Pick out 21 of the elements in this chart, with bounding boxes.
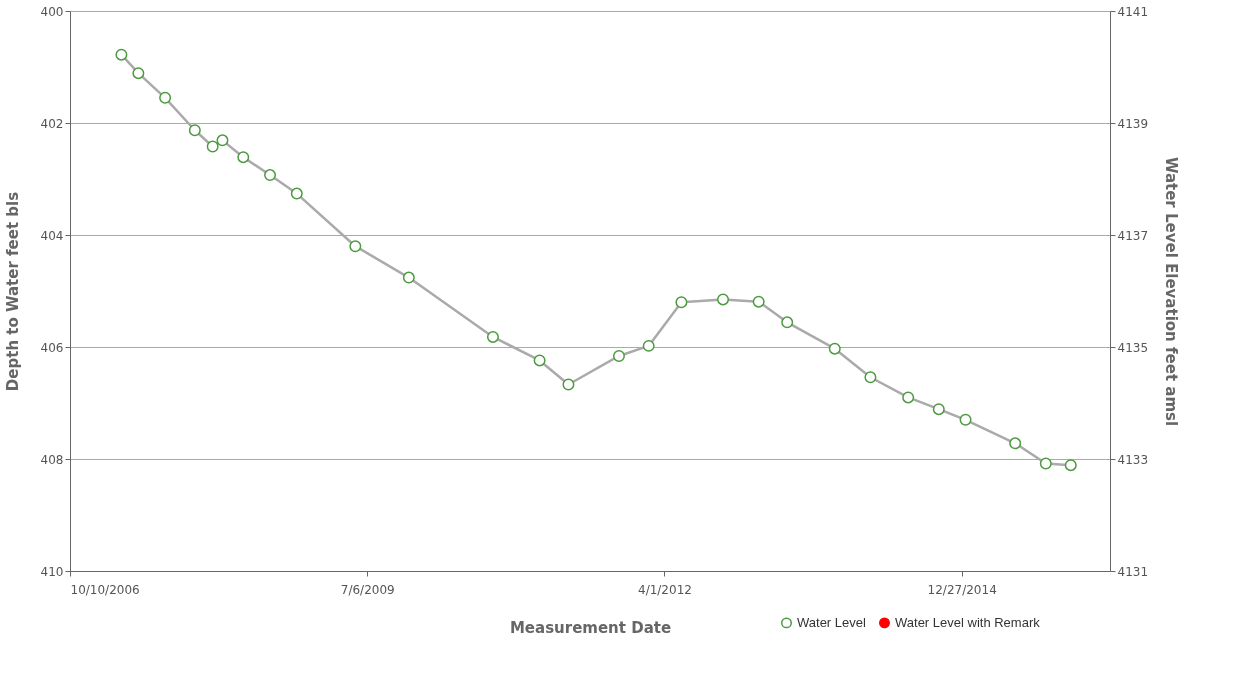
x-axis-title: Measurement Date <box>509 618 672 637</box>
y-tick-label: 406 <box>40 340 64 355</box>
legend-label: Water Level <box>797 614 866 630</box>
y-axis-title: Depth to Water feet bls <box>3 191 22 392</box>
x-tick-label: 12/27/2014 <box>927 582 997 597</box>
legend-label: Water Level with Remark <box>895 614 1041 630</box>
x-tick-label: 4/1/2012 <box>638 582 692 597</box>
y2-tick-label: 4137 <box>1117 228 1149 243</box>
y-tick-label: 410 <box>40 564 64 579</box>
y2-tick-label: 4135 <box>1117 340 1149 355</box>
y2-tick-label: 4139 <box>1117 116 1149 131</box>
y-tick-label: 400 <box>40 4 64 19</box>
y2-tick-label: 4141 <box>1117 4 1149 19</box>
y-tick-label: 404 <box>40 228 64 243</box>
y-tick-label: 402 <box>40 116 64 131</box>
y2-axis-title: Water Level Elevation feet amsl <box>1162 156 1181 427</box>
y2-tick-label: 4133 <box>1117 452 1149 467</box>
y2-tick-label: 4131 <box>1117 564 1149 579</box>
x-tick-label: 10/10/2006 <box>70 582 140 597</box>
x-tick-label: 7/6/2009 <box>340 582 395 597</box>
y-tick-label: 408 <box>40 452 64 467</box>
